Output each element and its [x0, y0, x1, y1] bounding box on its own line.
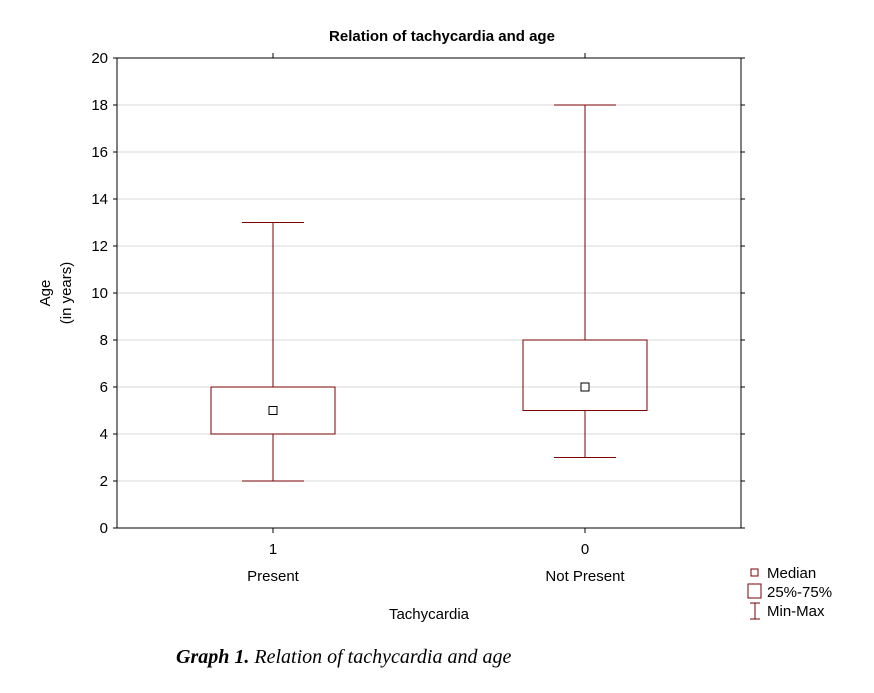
legend-box-icon: [747, 583, 762, 599]
y-tick-label: 4: [100, 426, 108, 443]
x-tick-label: Present: [247, 568, 300, 585]
iqr-box: [522, 339, 648, 411]
median-marker: [268, 406, 278, 415]
legend: Median 25%-75% Min-Max: [747, 565, 832, 620]
y-tick-label: 6: [100, 379, 108, 396]
y-axis-label-line1: Age: [37, 280, 54, 307]
x-axis-label: Tachycardia: [389, 606, 470, 623]
chart-title: Relation of tachycardia and age: [329, 28, 555, 45]
legend-median-icon: [750, 568, 759, 577]
y-tick-label: 0: [100, 520, 108, 537]
y-tick-label: 16: [91, 144, 108, 161]
figure-caption: Graph 1. Relation of tachycardia and age: [176, 646, 511, 669]
legend-whisker-label: Min-Max: [767, 603, 825, 620]
legend-median-label: Median: [767, 565, 816, 582]
x-tick-code: 0: [581, 541, 589, 558]
y-tick-label: 2: [100, 473, 108, 490]
median-marker: [580, 382, 590, 392]
x-tick-code: 1: [269, 541, 277, 558]
y-tick-label: 14: [91, 191, 108, 208]
y-tick-label: 18: [91, 97, 108, 114]
iqr-box: [210, 386, 336, 435]
y-tick-label: 10: [91, 285, 108, 302]
y-tick-label: 20: [91, 50, 108, 67]
y-tick-label: 12: [91, 238, 108, 255]
x-tick-label: Not Present: [545, 568, 625, 585]
legend-box-label: 25%-75%: [767, 584, 832, 601]
y-axis-label-line2: (in years): [58, 262, 75, 325]
caption-label: Graph 1.: [176, 646, 250, 668]
caption-text: Relation of tachycardia and age: [249, 646, 512, 668]
y-tick-label: 8: [100, 332, 108, 349]
legend-whisker-icon: [750, 602, 760, 620]
